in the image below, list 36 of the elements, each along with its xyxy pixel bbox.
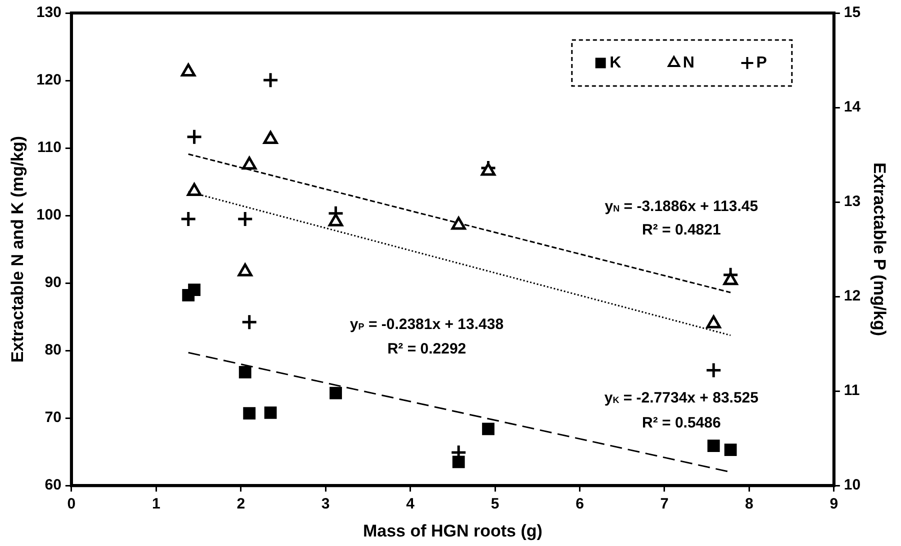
x-tick-label: 1 <box>152 496 160 513</box>
x-tick-label: 5 <box>490 496 500 513</box>
y-tick-label: 110 <box>37 139 62 156</box>
x-tick-label: 3 <box>321 496 330 513</box>
annotation: R² = 0.4821 <box>642 222 721 239</box>
y-tick-label: 120 <box>36 72 62 89</box>
y-tick-label: 80 <box>44 342 62 359</box>
annotation: R² = 0.2292 <box>387 340 466 358</box>
y-axis-title: Extractable N and K (mg/kg) <box>8 136 27 363</box>
y-tick-label: 90 <box>44 274 62 292</box>
y-tick-label: 70 <box>44 409 62 426</box>
y2-tick-label: 10 <box>844 476 861 494</box>
y2-tick-label: 11 <box>844 382 860 400</box>
x-axis-title: Mass of HGN roots (g) <box>362 521 542 540</box>
annotation: yN = -3.1886x + 113.45 <box>604 198 758 215</box>
annotation: R² = 0.5486 <box>642 414 721 432</box>
x-tick-label: 2 <box>236 496 246 513</box>
legend-label: N <box>682 54 694 72</box>
y2-axis-title: Extractable P (mg/kg) <box>870 162 890 336</box>
x-tick-label: 7 <box>660 496 669 513</box>
x-tick-label: 0 <box>67 496 76 513</box>
y2-tick-label: 13 <box>844 193 861 210</box>
x-tick-label: 4 <box>406 496 416 513</box>
legend-label: K <box>610 54 622 72</box>
y-tick-label: 60 <box>44 476 62 494</box>
y2-tick-label: 15 <box>844 4 861 22</box>
x-tick-label: 9 <box>830 496 838 513</box>
legend-label: P <box>756 54 768 72</box>
x-tick-label: 6 <box>576 496 584 513</box>
annotation: yP = -0.2381x + 13.438 <box>350 316 504 334</box>
y2-tick-label: 14 <box>844 98 862 116</box>
y-tick-label: 130 <box>36 4 62 22</box>
x-tick-label: 8 <box>745 496 754 513</box>
y-tick-label: 100 <box>36 206 62 224</box>
y2-tick-label: 12 <box>844 288 861 305</box>
annotation: yK = -2.7734x + 83.525 <box>604 389 758 406</box>
